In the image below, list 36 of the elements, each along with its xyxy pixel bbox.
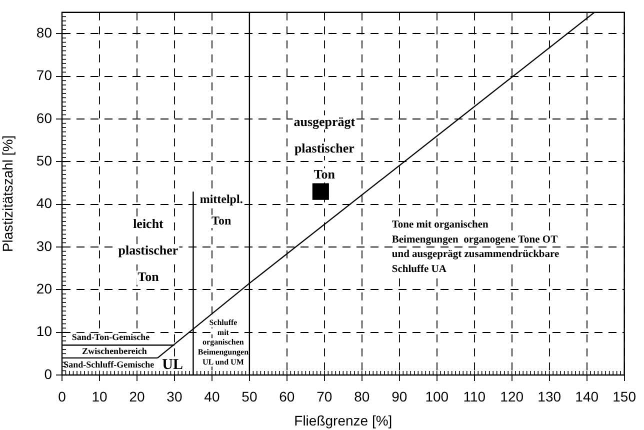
x-tick-label: 10	[92, 388, 108, 404]
x-tick-label: 20	[129, 388, 145, 404]
x-tick-label: 70	[316, 388, 332, 404]
x-axis-title: Fließgrenze [%]	[294, 412, 392, 428]
annotation: Schluffe mit organischen Beimengungen UL und UM	[198, 318, 250, 366]
x-tick-label: 30	[166, 388, 182, 404]
annotation: Sand-Ton-Gemische	[72, 332, 150, 342]
y-tick-label: 60	[36, 110, 52, 126]
x-tick-label: 100	[425, 388, 449, 404]
x-tick-label: 120	[500, 388, 524, 404]
y-tick-label: 50	[36, 152, 52, 169]
y-tick-label: 70	[36, 67, 52, 84]
annotation: mittelpl. Ton	[200, 192, 243, 228]
x-tick-label: 50	[242, 388, 258, 404]
x-tick-label: 150	[612, 388, 636, 404]
y-axis-title: Plastizitätszahl [%]	[0, 135, 16, 252]
x-tick-label: 80	[354, 388, 370, 404]
annotation: Tone mit organischen Beimengungen organogene Tone OT und ausgeprägt zusammendrückbare Schluffe UA	[392, 219, 560, 276]
x-tick-label: 90	[392, 388, 408, 404]
y-tick-label: 80	[36, 24, 52, 41]
x-tick-label: 130	[538, 388, 562, 404]
x-tick-label: 0	[58, 388, 66, 404]
annotation: Zwischenbereich	[82, 346, 147, 356]
x-tick-label: 40	[204, 388, 220, 404]
x-tick-label: 60	[279, 388, 295, 404]
annotation: Sand-Schluff-Gemische	[64, 360, 154, 370]
annotation: UL	[162, 357, 184, 374]
y-tick-label: 20	[36, 280, 52, 297]
annotation: leicht plastischer Ton	[118, 216, 178, 284]
y-tick-label: 0	[44, 366, 52, 382]
y-tick-label: 10	[36, 323, 52, 340]
y-tick-label: 40	[36, 195, 52, 212]
x-tick-label: 110	[463, 388, 486, 404]
annotation: ausgeprägt plastischer Ton	[294, 114, 356, 182]
y-tick-label: 30	[36, 238, 52, 254]
x-tick-label: 140	[575, 388, 599, 404]
